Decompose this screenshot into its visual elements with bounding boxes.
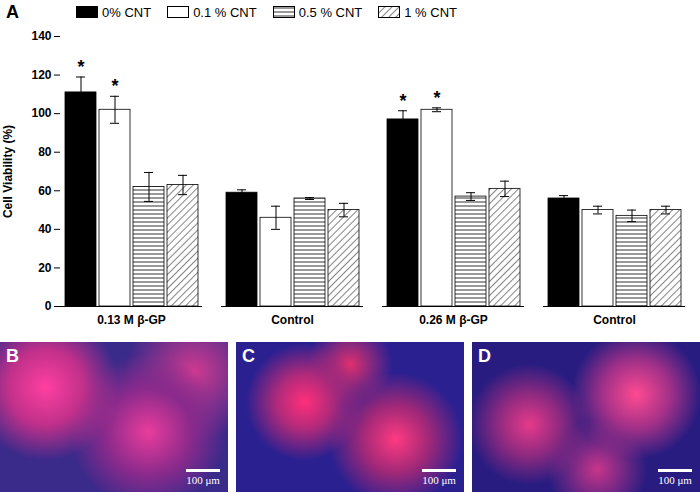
svg-text:20: 20 (38, 261, 52, 275)
html-text:C: C (242, 346, 255, 366)
svg-text:100: 100 (31, 106, 51, 120)
svg-text:60: 60 (38, 184, 52, 198)
svg-text:120: 120 (31, 68, 51, 82)
svg-text:Cell Viability (%): Cell Viability (%) (1, 125, 15, 218)
svg-text:*: * (399, 91, 406, 111)
svg-text:Control: Control (593, 313, 636, 327)
svg-text:*: * (77, 57, 84, 77)
html-text:1 % CNT: 1 % CNT (404, 4, 457, 20)
html-text:0.5 % CNT: 0.5 % CNT (298, 4, 363, 20)
svg-text:80: 80 (38, 145, 52, 159)
svg-text:140: 140 (31, 29, 51, 43)
svg-text:*: * (111, 76, 118, 96)
html-text:B: B (6, 346, 19, 366)
html-text:D: D (478, 346, 491, 366)
svg-text:*: * (433, 88, 440, 108)
html-text:100 μm: 100 μm (186, 474, 220, 486)
html-text:100 μm: 100 μm (422, 474, 456, 486)
svg-text:0.13 M β-GP: 0.13 M β-GP (97, 313, 166, 327)
html-text:0% CNT: 0% CNT (102, 4, 152, 20)
svg-text:Control: Control (271, 313, 314, 327)
html-text:A: A (6, 1, 19, 22)
html-text:0.1 % CNT: 0.1 % CNT (193, 4, 257, 20)
html-text:100 μm: 100 μm (658, 474, 692, 486)
svg-text:0.26 M β-GP: 0.26 M β-GP (419, 313, 488, 327)
svg-text:0: 0 (45, 299, 52, 313)
svg-text:40: 40 (38, 222, 52, 236)
